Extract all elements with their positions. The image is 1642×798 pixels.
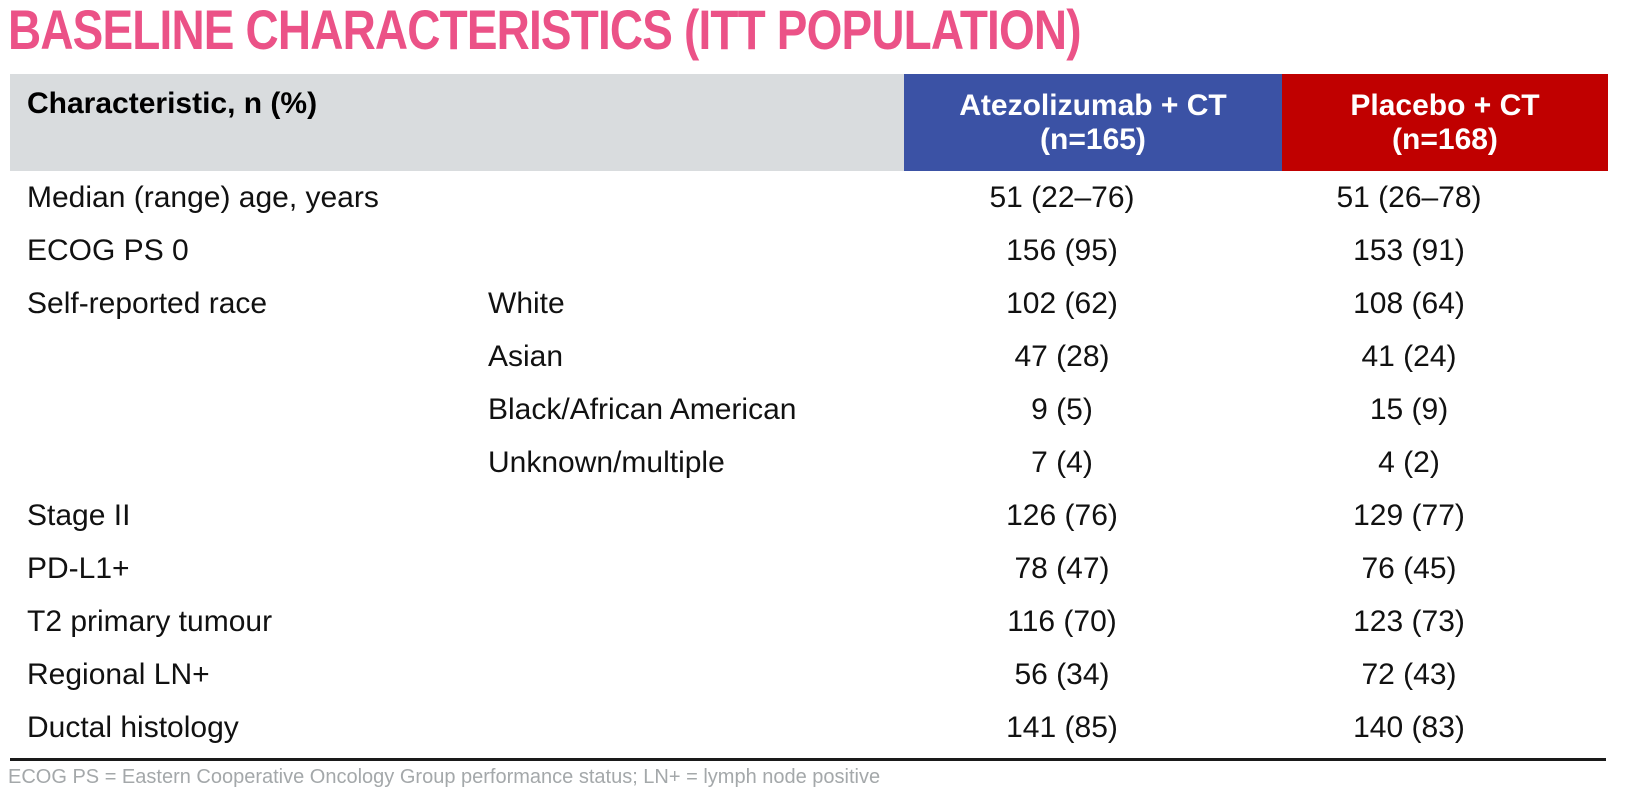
column-header-atezolizumab-name: Atezolizumab + CT	[959, 88, 1227, 122]
subcategory-cell: White	[488, 286, 565, 320]
characteristic-cell: Regional LN+	[27, 657, 210, 691]
subcategory-cell	[470, 489, 904, 542]
atezolizumab-value-cell: 126 (76)	[1006, 498, 1118, 532]
characteristic-cell: Stage II	[27, 498, 131, 532]
table-row: T2 primary tumour 116 (70) 123 (73)	[10, 595, 1608, 648]
atezolizumab-value-cell: 9 (5)	[1031, 392, 1093, 426]
atezolizumab-value-cell: 56 (34)	[1014, 657, 1110, 691]
placebo-value-cell: 140 (83)	[1353, 710, 1465, 744]
table-row: Median (range) age, years 51 (22–76) 51 …	[10, 171, 1608, 224]
table-row: Stage II 126 (76) 129 (77)	[10, 489, 1608, 542]
column-header-characteristic: Characteristic, n (%)	[10, 74, 904, 171]
placebo-value-cell: 123 (73)	[1353, 604, 1465, 638]
subcategory-cell	[470, 171, 904, 224]
placebo-value-cell: 41 (24)	[1361, 339, 1457, 373]
atezolizumab-value-cell: 141 (85)	[1006, 710, 1118, 744]
table-row: Self-reported race White 102 (62) 108 (6…	[10, 277, 1608, 330]
table-row: Ductal histology 141 (85) 140 (83)	[10, 701, 1608, 754]
subcategory-cell	[470, 595, 904, 648]
table-row: ECOG PS 0 156 (95) 153 (91)	[10, 224, 1608, 277]
atezolizumab-value-cell: 156 (95)	[1006, 233, 1118, 267]
characteristic-cell	[10, 436, 470, 489]
characteristic-cell: PD-L1+	[27, 551, 130, 585]
subcategory-cell: Asian	[488, 339, 564, 373]
atezolizumab-value-cell: 51 (22–76)	[989, 180, 1135, 214]
placebo-value-cell: 72 (43)	[1361, 657, 1457, 691]
placebo-value-cell: 153 (91)	[1353, 233, 1465, 267]
characteristic-cell	[10, 330, 470, 383]
subcategory-cell	[470, 648, 904, 701]
table-row: Unknown/multiple 7 (4) 4 (2)	[10, 436, 1608, 489]
column-header-atezolizumab-n: (n=165)	[1040, 122, 1146, 156]
baseline-characteristics-table: Characteristic, n (%) Atezolizumab + CT …	[10, 74, 1608, 761]
characteristic-cell: Ductal histology	[27, 710, 239, 744]
table-row: Regional LN+ 56 (34) 72 (43)	[10, 648, 1608, 701]
table-bottom-rule	[10, 758, 1606, 761]
atezolizumab-value-cell: 102 (62)	[1006, 286, 1118, 320]
slide-title: BASELINE CHARACTERISTICS (ITT POPULATION…	[8, 0, 1082, 61]
placebo-value-cell: 129 (77)	[1353, 498, 1465, 532]
placebo-value-cell: 15 (9)	[1369, 392, 1449, 426]
column-header-atezolizumab: Atezolizumab + CT (n=165)	[904, 74, 1282, 171]
placebo-value-cell: 51 (26–78)	[1336, 180, 1482, 214]
characteristic-cell: Self-reported race	[27, 286, 268, 320]
placebo-value-cell: 4 (2)	[1378, 445, 1440, 479]
characteristic-cell: Median (range) age, years	[27, 180, 379, 214]
placebo-value-cell: 108 (64)	[1353, 286, 1465, 320]
column-header-placebo: Placebo + CT (n=168)	[1282, 74, 1608, 171]
column-header-placebo-n: (n=168)	[1392, 122, 1498, 156]
table-body: Median (range) age, years 51 (22–76) 51 …	[10, 171, 1608, 754]
subcategory-cell: Unknown/multiple	[488, 445, 725, 479]
atezolizumab-value-cell: 116 (70)	[1007, 604, 1117, 638]
atezolizumab-value-cell: 7 (4)	[1031, 445, 1093, 479]
atezolizumab-value-cell: 78 (47)	[1014, 551, 1110, 585]
characteristic-cell	[10, 383, 470, 436]
table-header-row: Characteristic, n (%) Atezolizumab + CT …	[10, 74, 1608, 171]
placebo-value-cell: 76 (45)	[1361, 551, 1457, 585]
atezolizumab-value-cell: 47 (28)	[1014, 339, 1110, 373]
footnote: ECOG PS = Eastern Cooperative Oncology G…	[8, 766, 881, 788]
column-header-placebo-name: Placebo + CT	[1350, 88, 1540, 122]
characteristic-cell: ECOG PS 0	[27, 233, 189, 267]
subcategory-cell	[470, 224, 904, 277]
table-row: PD-L1+ 78 (47) 76 (45)	[10, 542, 1608, 595]
table-row: Black/African American 9 (5) 15 (9)	[10, 383, 1608, 436]
characteristic-cell: T2 primary tumour	[27, 604, 273, 638]
subcategory-cell	[470, 542, 904, 595]
subcategory-cell: Black/African American	[488, 392, 797, 426]
subcategory-cell	[470, 701, 904, 754]
table-row: Asian 47 (28) 41 (24)	[10, 330, 1608, 383]
